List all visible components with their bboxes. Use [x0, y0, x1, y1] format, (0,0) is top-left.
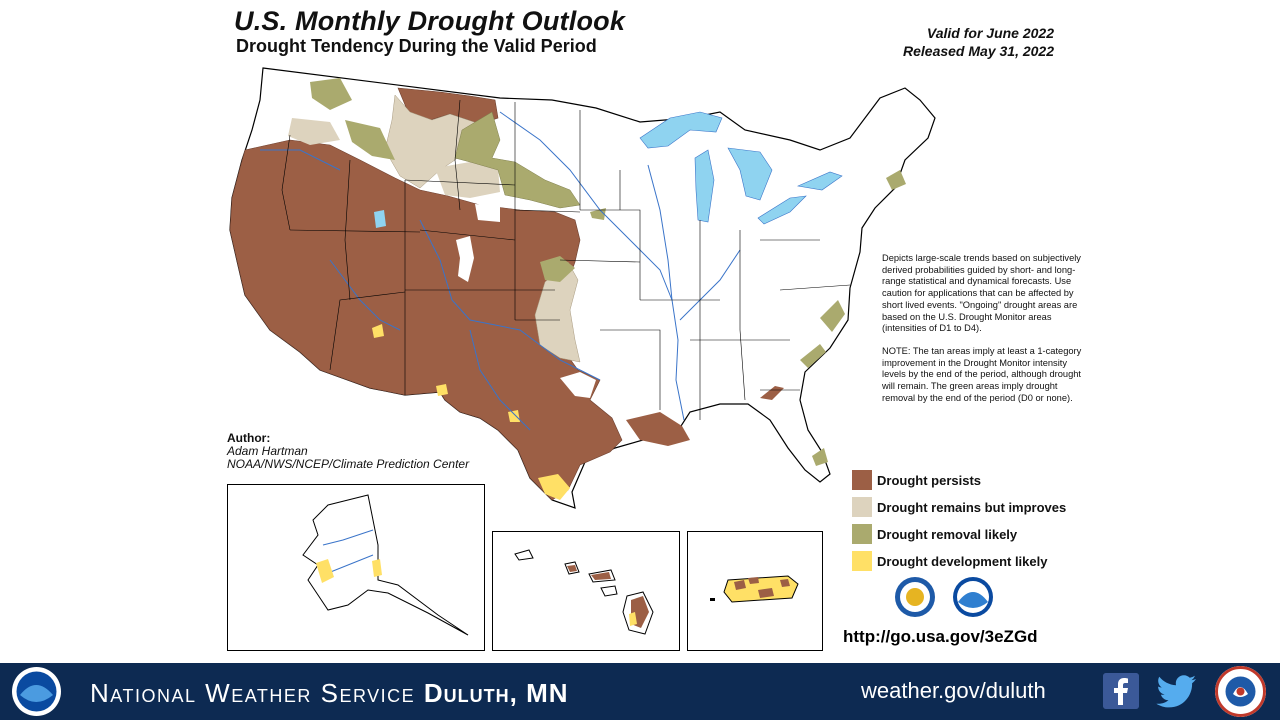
drought-improves-wyoming	[435, 162, 500, 198]
map-title: U.S. Monthly Drought Outlook	[234, 6, 626, 36]
legend-label: Drought removal likely	[877, 526, 1018, 542]
author-org: NOAA/NWS/NCEP/Climate Prediction Center	[227, 457, 470, 471]
lake-ontario	[796, 171, 843, 191]
outlook-link[interactable]: http://go.usa.gov/3eZGd	[843, 627, 1038, 646]
drought-removal-idaho	[345, 120, 395, 160]
drought-development-nm	[436, 384, 448, 396]
legend-label: Drought persists	[877, 472, 982, 488]
no-drought-kansas	[475, 204, 500, 222]
legend-item-removal: Drought removal likely	[852, 524, 1066, 544]
legend: Drought persists Drought remains but imp…	[852, 470, 1066, 578]
legend-swatch-persists	[852, 470, 872, 490]
valid-period: Valid for June 2022 Released May 31, 202…	[903, 24, 1054, 60]
valid-for-text: Valid for June 2022	[926, 25, 1054, 41]
drought-improves-plains	[534, 261, 581, 363]
lake-erie	[757, 195, 807, 225]
hawaii-inset	[492, 531, 680, 651]
footer-bar: National Weather Service Duluth, MN weat…	[0, 663, 1280, 720]
lake-michigan	[694, 149, 715, 223]
noaa-logo	[953, 577, 993, 617]
puerto-rico-map	[710, 575, 799, 603]
author-name: Adam Hartman	[227, 444, 308, 458]
department-of-commerce-seal	[895, 577, 935, 617]
author-label: Author:	[227, 431, 271, 445]
puerto-rico-inset	[687, 531, 823, 651]
legend-label: Drought development likely	[877, 553, 1048, 569]
drought-development-tx	[508, 410, 520, 422]
nws-logo	[1215, 666, 1266, 717]
drought-removal-nc	[820, 300, 845, 332]
author-block: Author: Adam Hartman NOAA/NWS/NCEP/Clima…	[227, 432, 469, 471]
drought-removal-sc	[800, 344, 826, 368]
drought-improves-nw	[288, 118, 340, 145]
method-description: Depicts large-scale trends based on subj…	[882, 253, 1082, 415]
office-name: Duluth, MN	[423, 678, 569, 708]
legend-swatch-removal	[852, 524, 872, 544]
drought-development-tx-south	[538, 474, 570, 500]
legend-item-improves: Drought remains but improves	[852, 497, 1066, 517]
lake-superior	[639, 111, 723, 149]
hawaii-map	[514, 549, 654, 635]
drought-removal-iowa	[590, 208, 606, 220]
alaska-inset	[227, 484, 485, 651]
legend-label: Drought remains but improves	[877, 499, 1067, 515]
alaska-map	[302, 494, 469, 636]
conus-map	[229, 67, 936, 509]
released-text: Released May 31, 2022	[903, 43, 1054, 59]
office-website[interactable]: weather.gov/duluth	[861, 678, 1046, 703]
legend-swatch-improves	[852, 497, 872, 517]
great-salt-lake	[374, 210, 386, 228]
no-drought-texas	[560, 372, 596, 398]
drought-persists-gulf	[626, 412, 690, 446]
noaa-logo	[12, 667, 61, 716]
method-text: Depicts large-scale trends based on subj…	[882, 253, 1081, 334]
drought-removal-montana	[310, 78, 352, 110]
drought-removal-ne-edge	[540, 256, 575, 282]
facebook-icon[interactable]	[1103, 673, 1139, 709]
map-subtitle: Drought Tendency During the Valid Period	[236, 36, 597, 56]
no-drought-colorado	[456, 236, 474, 282]
legend-item-development: Drought development likely	[852, 551, 1066, 571]
drought-removal-ne	[886, 170, 906, 190]
lake-huron	[727, 147, 773, 201]
legend-item-persists: Drought persists	[852, 470, 1066, 490]
legend-swatch-development	[852, 551, 872, 571]
drought-persists-southeast	[760, 386, 784, 400]
drought-development-az	[372, 324, 384, 338]
drought-removal-fl	[812, 448, 828, 466]
twitter-icon[interactable]	[1156, 675, 1198, 709]
note-text: NOTE: The tan areas imply at least a 1-c…	[882, 345, 1082, 403]
state-borders	[281, 99, 851, 420]
office-title: National Weather Service Duluth, MN	[90, 678, 569, 709]
office-prefix: National Weather Service	[90, 678, 416, 708]
